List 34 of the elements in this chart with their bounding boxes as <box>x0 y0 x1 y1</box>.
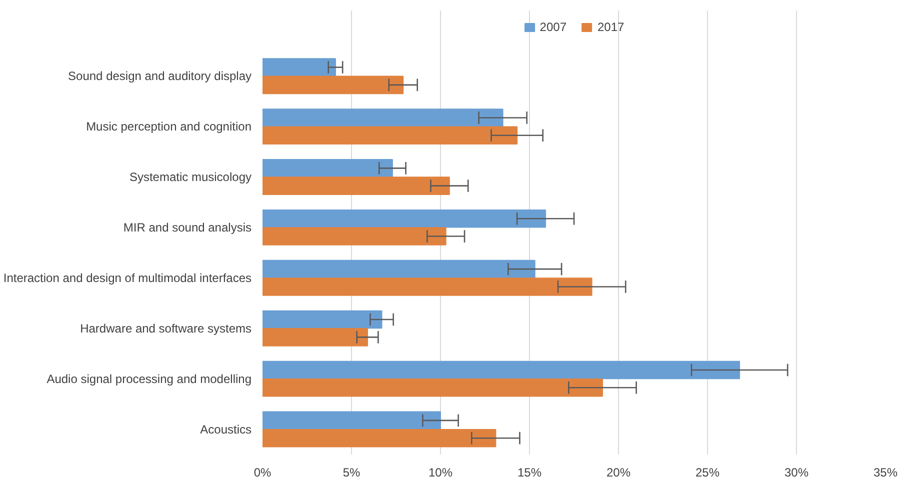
x-tick-label: 20% <box>606 466 631 480</box>
bar <box>262 378 603 397</box>
bar <box>262 260 536 278</box>
bar <box>262 328 368 346</box>
x-tick-label: 0% <box>254 466 272 480</box>
bar <box>262 209 546 228</box>
x-tick-label: 5% <box>342 466 360 480</box>
x-tick-label: 15% <box>517 466 542 480</box>
y-tick-label: Sound design and auditory display <box>68 69 252 84</box>
bar <box>262 176 450 195</box>
y-tick-label: Acoustics <box>200 422 252 436</box>
bar <box>262 227 446 246</box>
y-tick-label: Interaction and design of multimodal interfaces <box>3 270 252 285</box>
legend-label: 2017 <box>598 20 624 34</box>
x-tick-label: 30% <box>784 466 809 480</box>
bar <box>262 310 382 329</box>
bar <box>262 58 336 76</box>
y-tick-label: Music perception and cognition <box>86 120 252 134</box>
bar <box>262 360 740 380</box>
y-tick-label: MIR and sound analysis <box>123 220 252 234</box>
y-tick-label: Audio signal processing and modelling <box>46 372 252 386</box>
bar <box>262 428 496 448</box>
bar <box>262 278 592 296</box>
bar <box>262 126 518 145</box>
x-tick-label: 10% <box>428 466 453 480</box>
bar <box>262 411 441 430</box>
bar <box>262 108 504 127</box>
y-tick-label: Hardware and software systems <box>80 321 252 336</box>
y-tick-label: Systematic musicology <box>129 170 252 184</box>
bar <box>262 159 393 178</box>
x-tick-label: 35% <box>873 466 898 480</box>
legend-label: 2007 <box>540 20 566 34</box>
bar <box>262 76 404 94</box>
x-tick-label: 25% <box>695 466 720 480</box>
